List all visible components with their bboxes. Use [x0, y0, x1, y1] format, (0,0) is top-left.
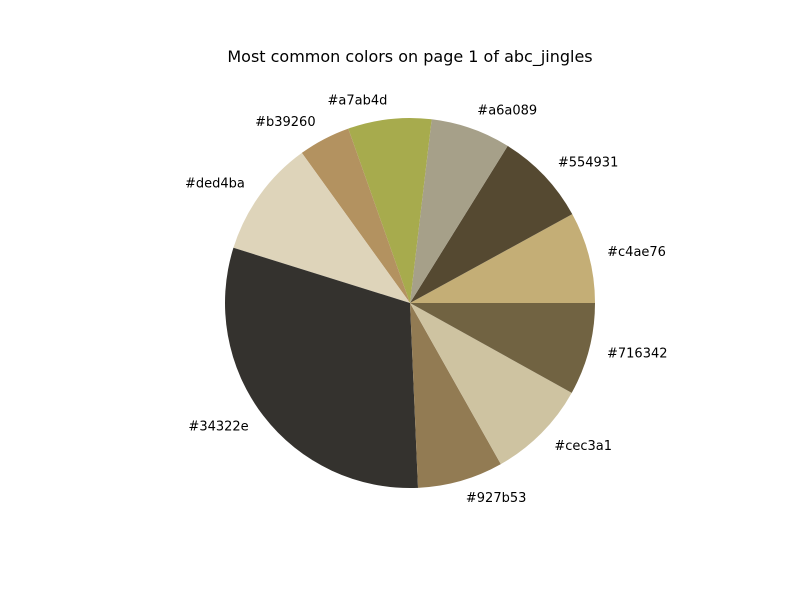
- pie-label-716342: #716342: [607, 347, 668, 362]
- chart-title: Most common colors on page 1 of abc_jing…: [227, 47, 593, 66]
- pie-slice-34322e: [224, 247, 419, 489]
- pie-slice-927b53: [410, 303, 501, 488]
- pie-slice-554931: [410, 145, 573, 303]
- pie-slice-cec3a1: [410, 303, 572, 465]
- pie-label-ded4ba: #ded4ba: [185, 177, 245, 192]
- pie-slice-a7ab4d: [348, 118, 432, 303]
- pie-label-b39260: #b39260: [255, 115, 316, 130]
- pie-label-a7ab4d: #a7ab4d: [328, 93, 388, 108]
- pie-label-927b53: #927b53: [466, 491, 527, 506]
- pie-slice-ded4ba: [233, 152, 410, 303]
- pie-label-34322e: #34322e: [188, 420, 248, 435]
- pie-label-cec3a1: #cec3a1: [554, 439, 612, 454]
- pie-slice-b39260: [301, 128, 410, 303]
- pie-label-a6a089: #a6a089: [477, 103, 537, 118]
- pie-label-554931: #554931: [558, 156, 619, 171]
- pie-slice-c4ae76: [410, 214, 595, 303]
- pie-label-c4ae76: #c4ae76: [607, 245, 666, 260]
- pie-slice-716342: [410, 303, 595, 393]
- pie-slice-a6a089: [410, 119, 508, 303]
